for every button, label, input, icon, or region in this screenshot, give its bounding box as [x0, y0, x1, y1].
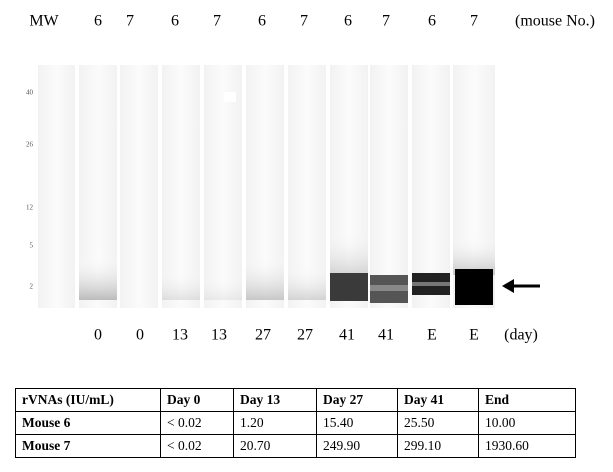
lane — [38, 65, 75, 308]
mw-marker: 40 — [26, 89, 34, 97]
band — [455, 269, 493, 305]
day-label: 41 — [378, 327, 394, 344]
band — [204, 275, 242, 300]
lane — [120, 65, 158, 308]
cell: 1.20 — [234, 412, 317, 435]
day-label: 41 — [339, 327, 355, 344]
cell: 20.70 — [234, 435, 317, 458]
day-label: 0 — [136, 327, 144, 344]
table-row: Mouse 6 < 0.02 1.20 15.40 25.50 10.00 — [16, 412, 576, 435]
cell: rVNAs (IU/mL) — [16, 389, 161, 412]
lane-label: 6 — [344, 13, 352, 30]
mw-marker: 5 — [30, 242, 34, 250]
lane — [204, 65, 242, 308]
cell: Mouse 7 — [16, 435, 161, 458]
table-row: Mouse 7 < 0.02 20.70 249.90 299.10 1930.… — [16, 435, 576, 458]
cell: 25.50 — [398, 412, 479, 435]
day-label: 27 — [297, 327, 313, 344]
cell: 1930.60 — [479, 435, 576, 458]
cell: Day 41 — [398, 389, 479, 412]
day-label: 13 — [211, 327, 227, 344]
cell: < 0.02 — [161, 435, 234, 458]
day-label: E — [427, 327, 437, 344]
cell: < 0.02 — [161, 412, 234, 435]
band — [370, 285, 408, 291]
smear — [330, 230, 368, 275]
cell: 249.90 — [317, 435, 398, 458]
day-label: 13 — [172, 327, 188, 344]
day-label: (day) — [504, 327, 538, 344]
artifact — [224, 92, 236, 102]
page: MW 6 7 6 7 6 7 6 7 6 7 (mouse No.) 40 26 12 5 2 0 0 13 13 27 2… — [0, 0, 613, 472]
cell: 299.10 — [398, 435, 479, 458]
lane-label: 6 — [428, 13, 436, 30]
band — [288, 265, 326, 300]
mw-marker: 2 — [30, 283, 34, 291]
lane-label: MW — [29, 13, 59, 30]
band — [246, 255, 284, 300]
band — [79, 255, 117, 300]
lane — [412, 65, 450, 308]
cell: End — [479, 389, 576, 412]
arrow-head — [502, 279, 514, 293]
lane-label: 7 — [470, 13, 478, 30]
lane-label: 7 — [213, 13, 221, 30]
lane-label: 6 — [94, 13, 102, 30]
day-label: 27 — [255, 327, 271, 344]
cell: Day 13 — [234, 389, 317, 412]
day-label: 0 — [94, 327, 102, 344]
cell: Mouse 6 — [16, 412, 161, 435]
rvna-table: rVNAs (IU/mL) Day 0 Day 13 Day 27 Day 41… — [15, 388, 576, 458]
lane-label: 7 — [300, 13, 308, 30]
lane-label: 6 — [171, 13, 179, 30]
lane — [370, 65, 408, 308]
band — [330, 273, 368, 301]
lane-label: (mouse No.) — [515, 13, 595, 30]
lane-label: 7 — [126, 13, 134, 30]
cell: Day 0 — [161, 389, 234, 412]
gel-figure: MW 6 7 6 7 6 7 6 7 6 7 (mouse No.) 40 26 12 5 2 0 0 13 13 27 2… — [0, 0, 613, 380]
table-header: rVNAs (IU/mL) Day 0 Day 13 Day 27 Day 41… — [16, 389, 576, 412]
mw-marker: 26 — [26, 141, 34, 149]
lane-label: 7 — [382, 13, 390, 30]
day-label: E — [469, 327, 479, 344]
cell: 10.00 — [479, 412, 576, 435]
mw-marker: 12 — [26, 204, 34, 212]
band — [162, 270, 200, 300]
arrow — [502, 279, 540, 293]
cell: Day 27 — [317, 389, 398, 412]
cell: 15.40 — [317, 412, 398, 435]
lane-label: 6 — [258, 13, 266, 30]
band — [412, 282, 450, 286]
